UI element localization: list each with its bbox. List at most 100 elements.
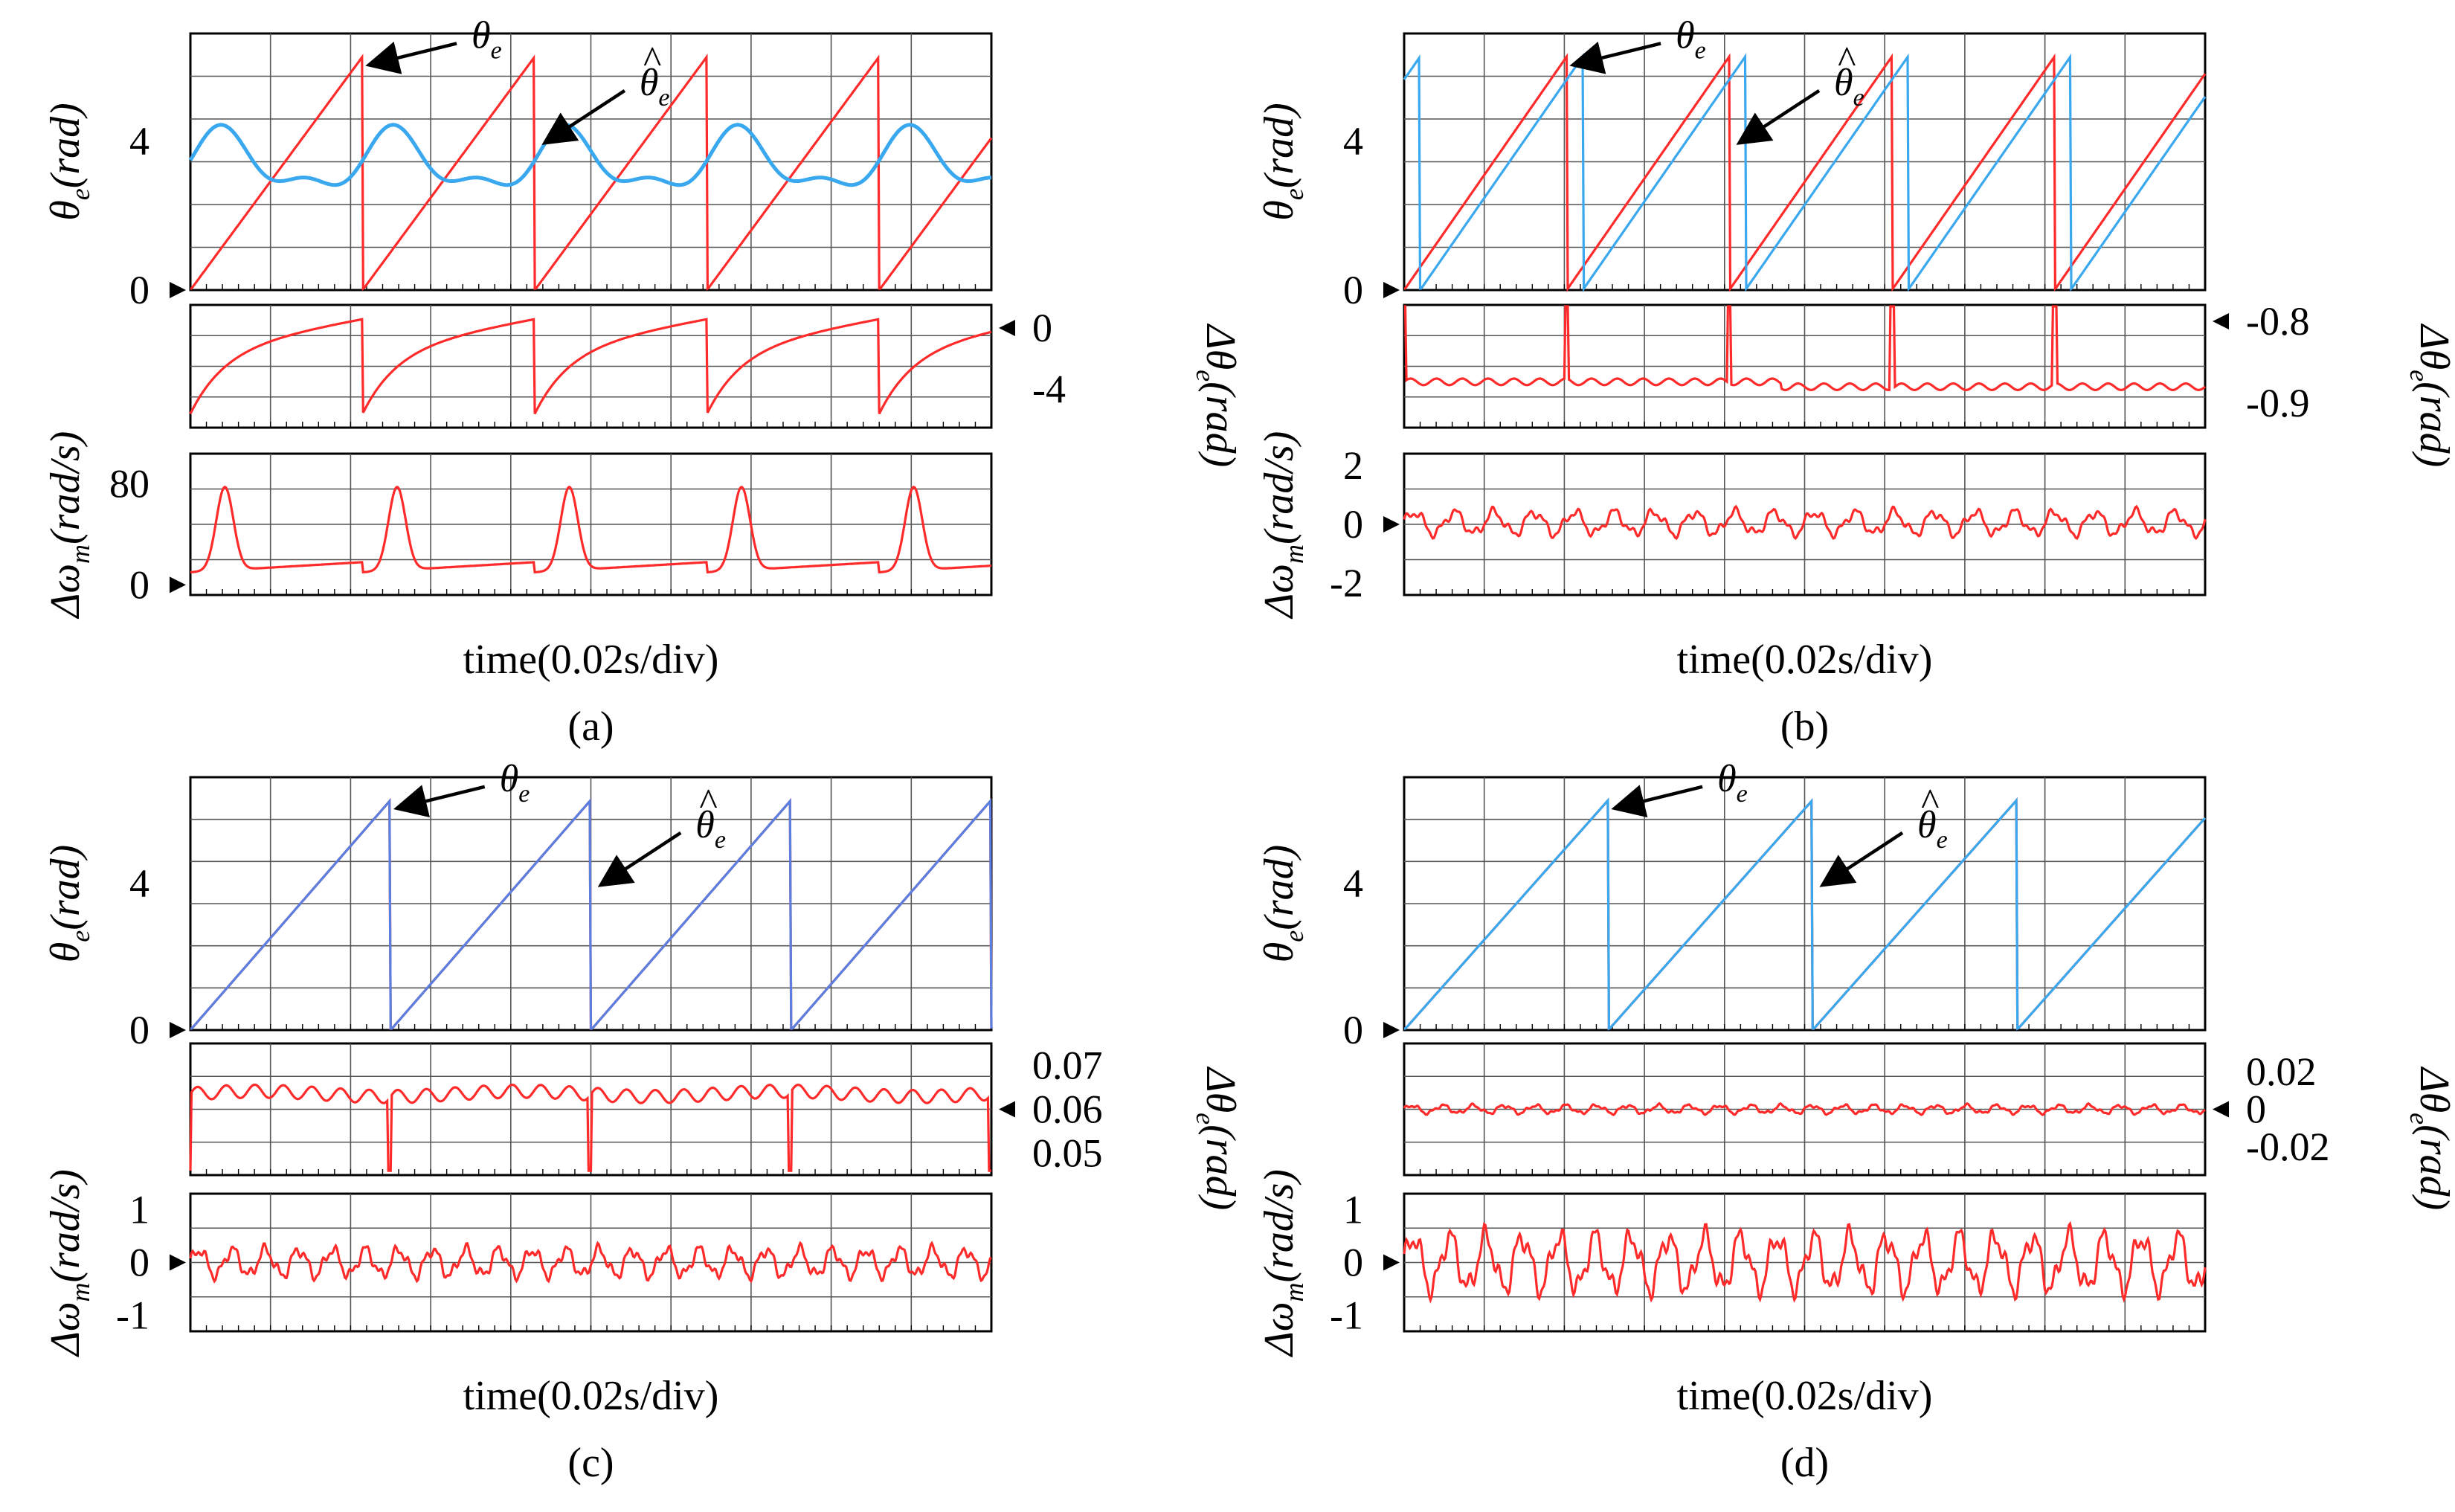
annotation-theta-hat: θe [1834, 62, 1864, 112]
tick-label: 0 [129, 1241, 149, 1285]
zero-marker [1383, 1254, 1400, 1271]
zero-marker [1383, 516, 1400, 533]
annotation-arrow [393, 785, 486, 818]
series-line [189, 1083, 991, 1172]
annotation-arrow [597, 831, 682, 887]
annotation-theta-hat: θe [1917, 804, 1948, 854]
y-axis-label-right: Δθe(rad) [1191, 1067, 1243, 1210]
panel-domega: 2 0 -2 Δωm(rad/s) [1256, 431, 2207, 620]
annotation-arrow [1569, 41, 1661, 74]
y-axis-label: Δωm(rad/s) [1256, 1169, 1309, 1357]
y-axis-label: Δωm(rad/s) [42, 1169, 95, 1357]
zero-marker [999, 1101, 1015, 1118]
subfigure-label: (b) [1780, 704, 1829, 750]
panel-domega: 1 0 -1 Δωm(rad/s) [1256, 1169, 2207, 1357]
tick-label: 0 [2246, 1087, 2266, 1132]
zero-marker [170, 1254, 186, 1271]
zero-marker [1383, 1022, 1400, 1038]
subfigure-label: (a) [567, 704, 614, 750]
tick-label: 0 [129, 562, 149, 607]
series-line [188, 123, 992, 187]
tick-label: 1 [129, 1187, 149, 1232]
x-axis-label: time(0.02s/div) [463, 637, 719, 683]
series-line [190, 485, 992, 574]
panel-domega: 1 0 -1 Δωm(rad/s) [42, 1169, 993, 1357]
tick-label: 0 [129, 268, 149, 312]
y-axis-label-right: Δθe(rad) [2404, 324, 2455, 467]
tick-label: -0.8 [2246, 299, 2309, 344]
tick-label: 0 [1343, 1008, 1363, 1052]
panel-dtheta: 0.020-0.02 Δθe(rad) [1403, 1042, 2455, 1210]
hat-mark: ^ [1920, 782, 1939, 824]
series-line [1403, 53, 2207, 293]
series-line [1403, 504, 2207, 541]
panel-dtheta: 0 -4 Δθe(rad) [189, 303, 1243, 467]
tick-label: -1 [1330, 1293, 1363, 1338]
annotation-arrow [1819, 831, 1904, 887]
series-line [189, 1241, 992, 1284]
annotation-theta-hat: θe [695, 804, 726, 854]
x-axis-label: time(0.02s/div) [1677, 1373, 1933, 1419]
tick-label: 0 [1343, 268, 1363, 312]
annotation-arrow [365, 41, 457, 74]
series-line [1403, 305, 2206, 392]
tick-label: 0 [129, 1008, 149, 1052]
tick-label: -0.02 [2246, 1125, 2329, 1169]
series-line [189, 318, 992, 415]
tick-label: -0.9 [2246, 381, 2309, 425]
hat-mark: ^ [698, 782, 717, 824]
subfigure-label: (c) [567, 1440, 614, 1486]
hat-mark: ^ [1837, 39, 1856, 82]
tick-label: -1 [116, 1293, 149, 1338]
subfigure-label: (d) [1780, 1440, 1829, 1486]
y-axis-label: Δωm(rad/s) [1256, 431, 1309, 620]
annotation-arrow [1611, 785, 1703, 818]
tick-label: 80 [109, 462, 149, 506]
annotation-theta: θe [500, 758, 530, 808]
annotation-theta-hat: θe [640, 62, 670, 112]
chart-b: 40θe(rad)θeθe^-0.8-0.9Δθe(rad)20-2Δωm(ra… [1256, 14, 2455, 750]
zero-marker [2213, 313, 2229, 329]
tick-label: -4 [1032, 367, 1066, 411]
y-axis-label: Δωm(rad/s) [42, 431, 95, 620]
tick-label: 4 [129, 861, 149, 906]
tick-label: 4 [1343, 119, 1363, 164]
chart-d: 40θe(rad)θeθe^0.020-0.02Δθe(rad)10-1Δωm(… [1256, 758, 2455, 1486]
tick-label: 0 [1343, 502, 1363, 547]
annotation-theta: θe [472, 14, 502, 64]
annotation-arrow [1736, 89, 1821, 145]
y-axis-label-right: Δθe(rad) [2404, 1067, 2455, 1210]
series-line [1403, 1101, 2206, 1116]
zero-marker [170, 576, 186, 593]
series-line [190, 54, 993, 292]
series-line [1404, 797, 2207, 1031]
y-axis-label: θe(rad) [1256, 103, 1309, 221]
y-axis-label: θe(rad) [42, 103, 95, 221]
tick-label: 0.06 [1032, 1087, 1103, 1132]
annotation-theta: θe [1676, 14, 1706, 64]
tick-label: 2 [1343, 443, 1363, 488]
tick-label: 0 [1343, 1241, 1363, 1285]
tick-label: 0.05 [1032, 1131, 1103, 1176]
series-line [190, 797, 993, 1030]
panel-domega: 80 0 Δωm(rad/s) [42, 431, 993, 620]
panel-dtheta: 0.070.060.05 Δθe(rad) [189, 1042, 1243, 1210]
tick-label: 0.07 [1032, 1043, 1103, 1088]
zero-marker [170, 1022, 186, 1038]
x-axis-label: time(0.02s/div) [463, 1373, 719, 1419]
chart-a: 40θe(rad)θeθe^0-4Δθe(rad)800Δωm(rad/s)ti… [42, 14, 1243, 750]
y-axis-label: θe(rad) [42, 845, 95, 963]
y-axis-label: θe(rad) [1256, 845, 1309, 963]
zero-marker [1383, 282, 1400, 298]
tick-label: 0.02 [2246, 1049, 2317, 1094]
series-line [1403, 1220, 2207, 1304]
zero-marker [170, 282, 186, 298]
hat-mark: ^ [643, 39, 661, 82]
panel-dtheta: -0.8 -0.9 Δθe(rad) [1403, 299, 2455, 467]
tick-label: 4 [129, 119, 149, 164]
y-axis-label-right: Δθe(rad) [1191, 324, 1243, 467]
